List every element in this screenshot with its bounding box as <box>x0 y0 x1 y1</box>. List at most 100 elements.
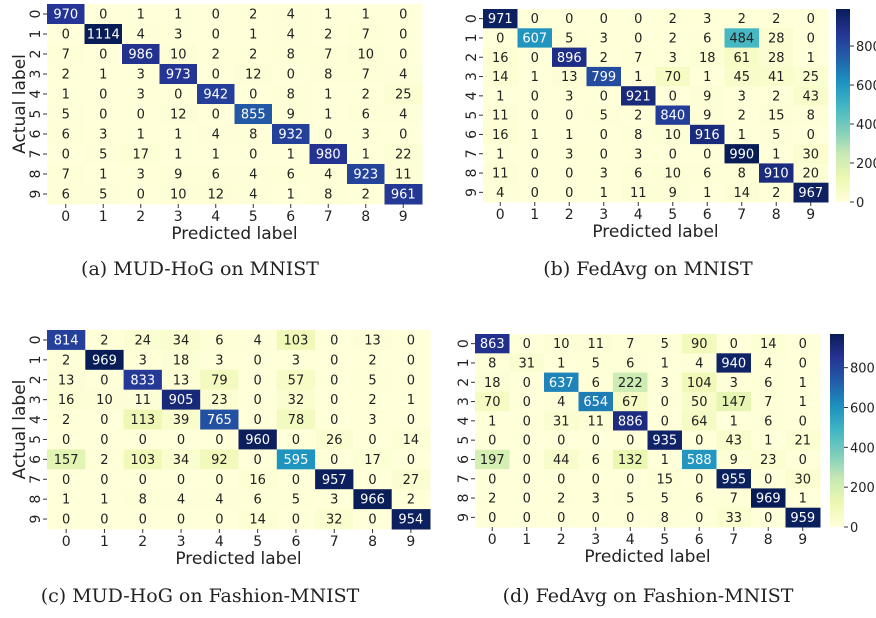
cell-8-1 <box>517 163 553 184</box>
cell-value: 1 <box>738 128 746 143</box>
cell-value: 0 <box>523 414 531 429</box>
cell-value: 13 <box>58 373 75 388</box>
cell-value: 5 <box>661 337 669 352</box>
cell-7-0 <box>483 144 518 164</box>
cell-value: 2 <box>249 48 257 63</box>
cell-7-3 <box>161 469 201 490</box>
cell-value: 0 <box>634 12 642 27</box>
cell-7-0 <box>47 144 85 165</box>
cell-value: 3 <box>661 376 669 391</box>
cell-5-1 <box>84 104 123 125</box>
cell-8-8 <box>353 489 393 510</box>
cell-1-8 <box>759 28 794 49</box>
y-tick-label: 4 <box>28 415 44 424</box>
cell-value: 14 <box>760 337 777 352</box>
x-tick-label: 8 <box>764 532 773 548</box>
y-tick-label: 5 <box>28 435 44 444</box>
cell-value: 8 <box>249 128 257 143</box>
y-axis-label: Actual label <box>10 54 30 154</box>
cell-0-9 <box>785 334 821 354</box>
cell-2-2 <box>122 44 160 65</box>
colorbar-tick-label: 200 <box>850 481 875 496</box>
cell-value: 7 <box>362 28 370 43</box>
cell-7-7 <box>309 144 348 165</box>
cell-value: 1 <box>174 148 182 163</box>
cell-5-3 <box>161 429 201 450</box>
cell-value: 14 <box>403 433 420 448</box>
cell-value: 484 <box>729 31 754 46</box>
cell-0-6 <box>682 334 717 354</box>
cell-2-3 <box>161 369 201 391</box>
cell-value: 5 <box>368 373 376 388</box>
cell-value: 1 <box>62 88 70 103</box>
cell-value: 0 <box>215 513 223 528</box>
x-tick-label: 6 <box>703 207 712 223</box>
cell-6-9 <box>384 124 423 145</box>
cell-9-8 <box>347 184 385 205</box>
cell-9-4 <box>613 507 648 528</box>
cell-value: 2 <box>600 51 608 66</box>
cell-8-7 <box>724 163 760 184</box>
cell-value: 6 <box>703 167 711 182</box>
cell-value: 799 <box>591 70 616 85</box>
cell-7-4 <box>200 469 239 490</box>
cell-4-7 <box>315 409 354 430</box>
cell-2-9 <box>384 44 423 65</box>
cell-value: 0 <box>764 472 772 487</box>
y-tick-label: 9 <box>28 190 44 199</box>
cell-5-5 <box>238 429 278 450</box>
cell-value: 6 <box>287 168 295 183</box>
cell-1-5 <box>647 353 683 374</box>
x-tick-label: 9 <box>798 532 807 548</box>
cell-7-8 <box>353 469 393 490</box>
cell-value: 6 <box>592 453 600 468</box>
cell-2-7 <box>309 44 348 65</box>
cell-0-1 <box>85 330 125 351</box>
caption-b: (b) FedAvg on MNIST <box>543 258 753 280</box>
cell-1-3 <box>578 353 614 374</box>
cell-4-7 <box>309 84 348 105</box>
cell-0-7 <box>724 9 760 29</box>
cell-4-2 <box>123 409 163 430</box>
cell-2-2 <box>544 372 579 393</box>
cell-value: 0 <box>99 108 107 123</box>
cell-2-1 <box>85 369 125 391</box>
cell-value: 959 <box>790 511 815 526</box>
cell-0-6 <box>272 4 310 25</box>
cell-value: 2 <box>62 413 70 428</box>
cell-9-1 <box>85 509 125 530</box>
cell-3-7 <box>315 389 354 411</box>
y-tick-label: 4 <box>28 89 44 98</box>
y-tick-label: 7 <box>456 474 472 483</box>
cell-5-7 <box>716 430 752 451</box>
cell-2-3 <box>159 44 198 65</box>
cell-8-8 <box>751 488 786 509</box>
cell-5-4 <box>613 430 648 451</box>
cell-5-6 <box>682 430 717 451</box>
cell-value: 0 <box>368 433 376 448</box>
y-tick-label: 4 <box>456 416 472 425</box>
y-tick-label: 8 <box>28 170 44 179</box>
cell-6-3 <box>159 124 198 145</box>
cell-value: 0 <box>99 88 107 103</box>
cell-7-3 <box>159 144 198 165</box>
cell-5-1 <box>85 429 125 450</box>
cell-5-9 <box>384 104 423 125</box>
heatmap-c: 814 2 24 34 6 4 103 0 13 02 969 3 18 3 0 3 0 2 013 0 833 13 79… <box>10 330 431 569</box>
cell-0-0 <box>47 4 85 25</box>
cell-value: 0 <box>669 147 677 162</box>
cell-8-2 <box>552 163 587 184</box>
cell-2-4 <box>197 44 235 65</box>
cell-1-9 <box>391 349 431 371</box>
cell-3-0 <box>483 66 518 87</box>
cell-value: 0 <box>626 434 634 449</box>
cell-0-8 <box>353 330 393 351</box>
cell-value: 12 <box>207 188 224 203</box>
y-tick-label: 9 <box>28 515 44 524</box>
cell-9-9 <box>391 509 431 530</box>
cell-7-6 <box>690 144 725 164</box>
cell-4-2 <box>552 86 587 106</box>
cell-4-7 <box>724 86 760 106</box>
cell-0-8 <box>347 4 385 25</box>
